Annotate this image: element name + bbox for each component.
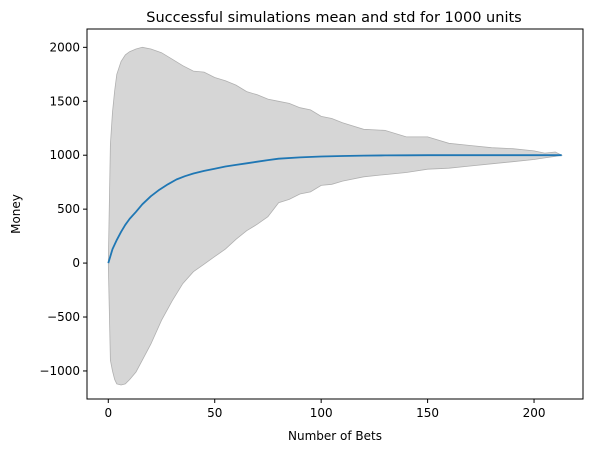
- y-tick-label: 0: [72, 256, 80, 270]
- x-axis: 0 50 100 150 200: [104, 399, 545, 420]
- chart-title: Successful simulations mean and std for …: [146, 10, 521, 26]
- y-axis: −1000 −500 0 500 1000 1500 2000: [39, 40, 87, 378]
- x-tick-label: 200: [523, 406, 546, 420]
- y-tick-label: 1500: [49, 94, 80, 108]
- y-tick-label: 500: [57, 202, 80, 216]
- y-tick-label: 1000: [49, 148, 80, 162]
- x-tick-label: 50: [207, 406, 222, 420]
- y-tick-label: 2000: [49, 40, 80, 54]
- x-tick-label: 100: [310, 406, 333, 420]
- x-tick-label: 150: [416, 406, 439, 420]
- x-axis-label: Number of Bets: [288, 429, 382, 443]
- y-tick-label: −1000: [39, 364, 80, 378]
- plot-frame: [86, 28, 584, 400]
- mean-line: [107, 154, 562, 264]
- plot-area: [107, 46, 563, 386]
- y-axis-label: Money: [9, 194, 23, 234]
- x-tick-label: 0: [104, 406, 112, 420]
- y-tick-label: −500: [47, 310, 80, 324]
